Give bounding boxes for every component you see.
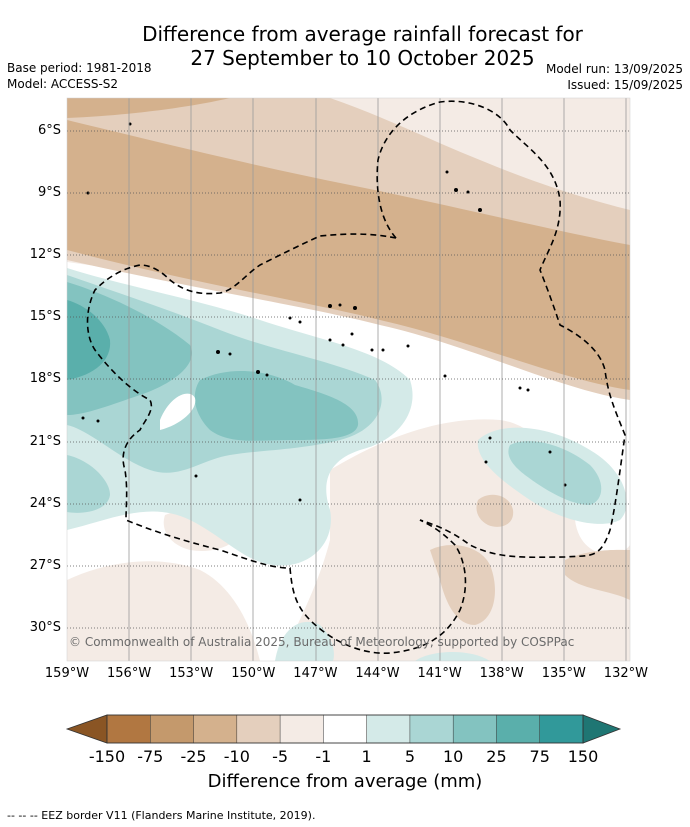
colorbar-arrow-left	[65, 714, 108, 744]
lon-label: 153°W	[169, 666, 214, 681]
map-frame	[66, 97, 631, 662]
colorbar-swatches	[106, 714, 584, 744]
eez-border-french-polynesia	[376, 100, 626, 559]
dry-band-dark	[67, 120, 630, 390]
title-line-1: Difference from average rainfall forecas…	[142, 22, 583, 46]
lat-label: 18°S	[29, 371, 61, 387]
wet-area-south-light	[275, 621, 334, 661]
colorbar-tick-label: -1	[315, 747, 332, 766]
eez-footnote: -- -- -- EEZ border V11 (Flanders Marine…	[7, 809, 316, 822]
wet-hole-white	[160, 393, 196, 430]
colorbar-tick-label: 10	[442, 747, 464, 766]
lon-label: 141°W	[417, 666, 462, 681]
lat-label: 27°S	[29, 557, 61, 573]
colorbar-swatch	[496, 714, 541, 744]
colorbar-tick-label: -150	[88, 747, 126, 766]
wet-area-southwest	[67, 455, 110, 513]
lon-label: 156°W	[107, 666, 152, 681]
dry-patch-medium-small	[476, 494, 514, 527]
wet-area-dark-2	[194, 370, 359, 441]
colorbar-tick-label: 5	[404, 747, 415, 766]
lon-label: 135°W	[541, 666, 586, 681]
colorbar-tick-label: -75	[137, 747, 164, 766]
colorbar-frame	[106, 714, 584, 744]
lat-label: 9°S	[37, 185, 61, 201]
colorbar-title: Difference from average (mm)	[207, 771, 483, 792]
lat-label: 30°S	[29, 619, 61, 635]
colorbar-swatch	[236, 714, 281, 744]
meta-left: Base period: 1981-2018 Model: ACCESS-S2	[7, 60, 152, 92]
colorbar-swatch	[150, 714, 195, 744]
model-run: Model run: 13/09/2025	[545, 62, 683, 76]
lat-label: 12°S	[29, 247, 61, 263]
map-title: Difference from average rainfall forecas…	[0, 22, 690, 70]
colorbar-swatch	[323, 714, 368, 744]
issued-date: Issued: 15/09/2025	[567, 78, 683, 92]
eez-border-cook-islands	[86, 233, 467, 654]
model-name: Model: ACCESS-S2	[7, 77, 119, 91]
copyright-text: © Commonwealth of Australia 2025, Bureau…	[69, 635, 575, 649]
map-area	[67, 98, 630, 661]
base-period: Base period: 1981-2018	[7, 61, 152, 75]
lon-label: 150°W	[231, 666, 276, 681]
colorbar-tick-label: -25	[180, 747, 207, 766]
lon-label: 138°W	[479, 666, 524, 681]
lon-label: 144°W	[355, 666, 400, 681]
colorbar-tick-label: 25	[486, 747, 507, 766]
colorbar-swatch	[366, 714, 411, 744]
lon-label: 159°W	[44, 666, 90, 681]
title-line-2: 27 September to 10 October 2025	[190, 46, 535, 70]
lon-label: 132°W	[603, 666, 648, 681]
dry-patch-medium-east	[565, 549, 630, 600]
colorbar-tick-label: 150	[567, 747, 599, 766]
lat-label: 6°S	[37, 123, 61, 138]
wet-area-darkest	[67, 300, 111, 380]
colorbar-swatch	[452, 714, 498, 744]
colorbar	[65, 714, 622, 744]
lat-label: 15°S	[29, 309, 61, 325]
wet-area-south-light-2	[415, 651, 490, 661]
lon-label: 147°W	[293, 666, 338, 681]
meta-right: Model run: 13/09/2025 Issued: 15/09/2025	[546, 61, 683, 93]
colorbar-tick-label: 1	[361, 747, 372, 766]
colorbar-arrow-right	[582, 714, 622, 744]
colorbar-tick-label: -10	[223, 747, 250, 766]
dry-band-dark-top	[67, 98, 230, 118]
colorbar-swatch	[279, 714, 325, 744]
colorbar-tick-label: -5	[272, 747, 289, 766]
lat-label: 24°S	[29, 495, 61, 511]
colorbar-swatch	[193, 714, 238, 744]
eez-borders	[86, 100, 626, 654]
dry-patch-medium-south	[430, 545, 495, 625]
colorbar-swatch	[539, 714, 584, 744]
wet-area-east-medium	[508, 441, 602, 505]
lat-label: 21°S	[29, 433, 61, 449]
colorbar-tick-label: 75	[529, 747, 550, 766]
colorbar-swatch	[409, 714, 454, 744]
dry-patch-south-west	[67, 561, 260, 661]
wet-area-dark	[67, 282, 192, 415]
colorbar-swatch	[106, 714, 152, 744]
